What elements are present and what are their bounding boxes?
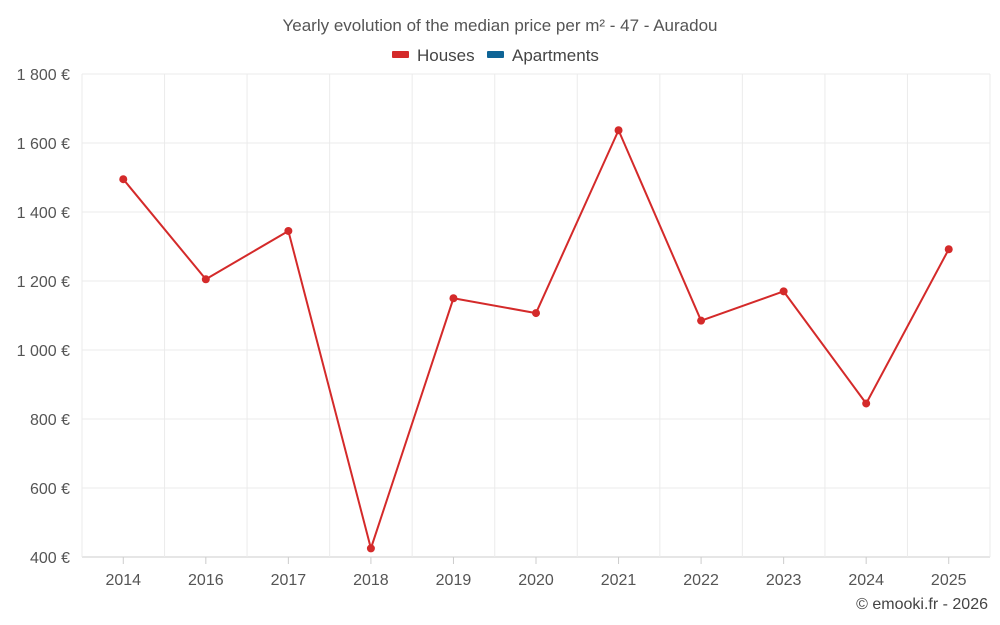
legend-swatch-houses xyxy=(392,51,409,58)
x-tick-label: 2021 xyxy=(601,572,637,589)
gridlines xyxy=(81,73,991,558)
y-tick-label: 400 € xyxy=(30,550,70,567)
y-tick-label: 1 800 € xyxy=(17,67,70,84)
y-tick-label: 800 € xyxy=(30,412,70,429)
x-tick-label: 2022 xyxy=(683,572,719,589)
data-point[interactable] xyxy=(366,544,375,553)
x-tick-label: 2019 xyxy=(436,572,472,589)
data-point[interactable] xyxy=(862,399,871,408)
x-tick-label: 2023 xyxy=(766,572,802,589)
data-point[interactable] xyxy=(697,316,706,325)
x-tick-label: 2014 xyxy=(105,572,141,589)
legend-item-houses[interactable]: Houses xyxy=(392,46,475,65)
data-point[interactable] xyxy=(779,287,788,296)
y-tick-label: 1 000 € xyxy=(17,343,70,360)
x-tick-label: 2025 xyxy=(931,572,967,589)
series-layer xyxy=(119,126,953,553)
x-tick-label: 2018 xyxy=(353,572,389,589)
legend-label-houses: Houses xyxy=(417,46,475,65)
data-point[interactable] xyxy=(449,294,458,303)
chart-title: Yearly evolution of the median price per… xyxy=(282,16,717,35)
credit-text: © emooki.fr - 2026 xyxy=(856,596,988,613)
data-point[interactable] xyxy=(284,226,293,235)
legend-swatch-apartments xyxy=(487,51,504,58)
y-tick-label: 1 400 € xyxy=(17,205,70,222)
data-point[interactable] xyxy=(119,175,128,184)
x-tick-label: 2016 xyxy=(188,572,224,589)
data-point[interactable] xyxy=(532,309,540,318)
y-tick-label: 1 200 € xyxy=(17,274,70,291)
y-axis-ticks: 400 € 600 € 800 € 1 000 € 1 200 € 1 400 € 1 60… xyxy=(17,67,70,567)
x-tick-label: 2017 xyxy=(271,572,307,589)
data-point[interactable] xyxy=(614,126,623,135)
legend-label-apartments: Apartments xyxy=(512,46,599,65)
x-tick-label: 2024 xyxy=(848,572,884,589)
x-axis-ticks: 2014 2016 2017 2018 2019 2020 2021 2022 2023 2024… xyxy=(105,557,967,589)
y-tick-label: 600 € xyxy=(30,481,70,498)
legend-item-apartments[interactable]: Apartments xyxy=(487,46,599,65)
data-point[interactable] xyxy=(944,245,953,254)
legend: Houses Apartments xyxy=(392,46,599,65)
data-point[interactable] xyxy=(201,275,210,284)
y-tick-label: 1 600 € xyxy=(17,136,70,153)
x-tick-label: 2020 xyxy=(518,572,554,589)
